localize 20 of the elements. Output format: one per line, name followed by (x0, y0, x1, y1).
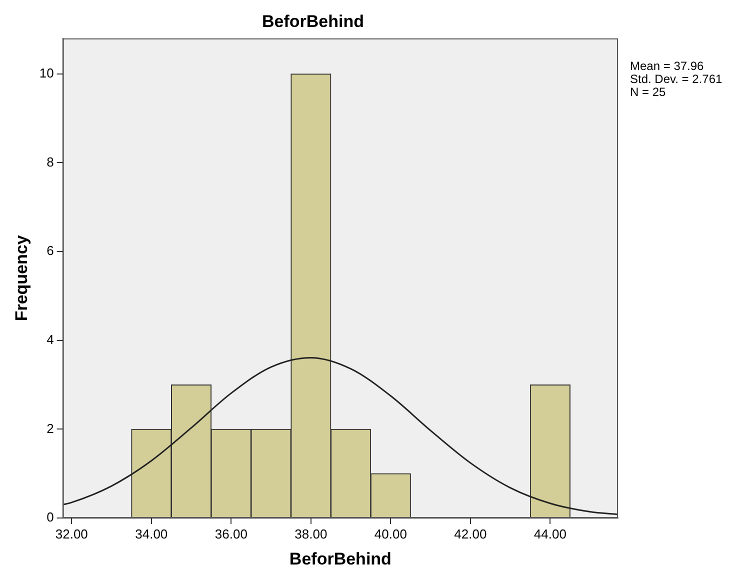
y-tick-label: 2 (46, 420, 54, 436)
text: Mean = 37.96 (630, 59, 705, 73)
y-tick-label: 8 (46, 154, 54, 170)
x-tick-label: 32.00 (55, 526, 88, 542)
y-tick-label: 6 (46, 243, 54, 258)
x-axis-title: BeforBehind (289, 549, 392, 568)
x-tick-label: 42.00 (454, 526, 487, 542)
text: N = 25 (630, 85, 667, 99)
x-tick-label: 44.00 (534, 526, 566, 542)
x-tick-label: 40.00 (374, 526, 407, 542)
y-tick-label: 0 (46, 510, 54, 525)
text: Std. Dev. = 2.761 (630, 72, 722, 86)
x-tick-label: 36.00 (214, 526, 248, 542)
y-tick-label: 4 (46, 332, 54, 347)
y-axis-title: Frequency (12, 234, 31, 322)
chart-title: BeforBehind (262, 12, 364, 31)
y-tick-label: 10 (39, 66, 54, 81)
x-tick-label: 34.00 (135, 526, 168, 542)
line-series (62, 356, 618, 516)
x-tick-label: 38.00 (294, 526, 328, 542)
